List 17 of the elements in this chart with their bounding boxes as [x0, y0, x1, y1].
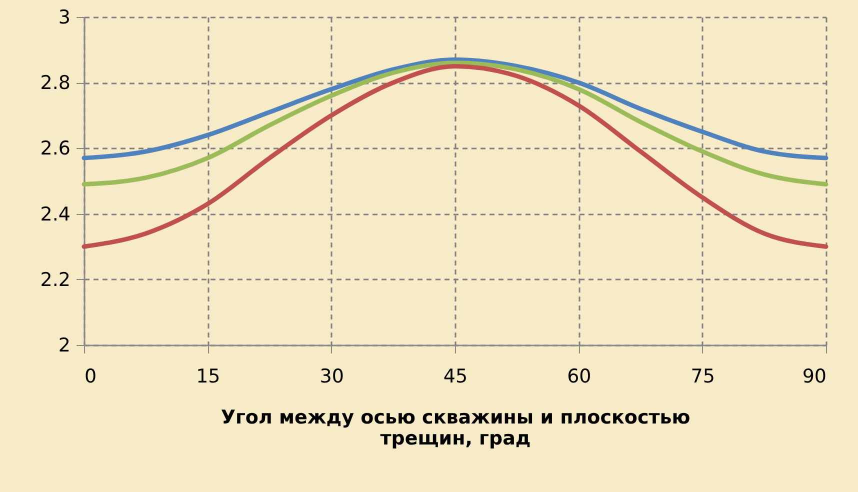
x-tick-label: 60: [567, 366, 592, 388]
line-series: [82, 57, 828, 160]
y-tick-label: 2.6: [40, 138, 70, 160]
y-tick-label: 3: [58, 6, 70, 28]
x-tick-label: 0: [84, 366, 97, 388]
y-tick-label: 2: [58, 334, 70, 356]
x-tick-label: 15: [196, 366, 220, 388]
line-series: [82, 64, 828, 249]
x-tick-label: 45: [443, 366, 468, 388]
y-tick-label: 2.2: [40, 268, 70, 291]
x-tick-label: 90: [802, 366, 826, 388]
x-axis-title: Угол между осью скважины и плоскостью трещин, град: [220, 406, 690, 450]
x-tick-label: 75: [690, 366, 715, 388]
y-tick-label: 2.8: [40, 72, 70, 94]
x-tick-label: 30: [320, 366, 344, 388]
y-tick-label: 2.4: [40, 203, 70, 226]
line-series: [82, 60, 828, 187]
